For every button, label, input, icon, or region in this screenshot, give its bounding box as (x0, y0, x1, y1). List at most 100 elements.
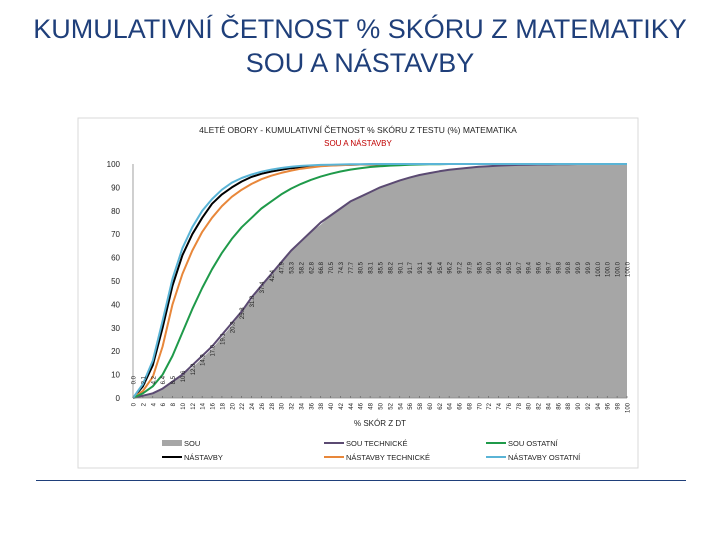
data-label: 99.6 (537, 261, 543, 273)
x-tick-label: 88 (566, 402, 572, 409)
x-tick-label: 0 (132, 402, 138, 406)
x-tick-label: 94 (596, 402, 602, 409)
data-label: 58.2 (299, 261, 305, 273)
x-tick-label: 50 (379, 402, 385, 409)
x-tick-label: 76 (507, 402, 513, 409)
x-tick-label: 2 (141, 402, 147, 406)
x-tick-label: 72 (487, 402, 493, 409)
x-tick-label: 74 (497, 402, 503, 409)
x-tick-label: 66 (458, 402, 464, 409)
data-label: 77.7 (349, 261, 355, 273)
data-label: 99.0 (487, 261, 493, 273)
x-tick-label: 8 (171, 402, 177, 406)
data-label: 12.8 (191, 363, 197, 375)
x-tick-label: 58 (418, 402, 424, 409)
data-label: 2.1 (141, 375, 147, 384)
data-label: 95.4 (438, 261, 444, 273)
data-label: 53.3 (290, 261, 296, 273)
x-tick-label: 32 (290, 402, 296, 409)
x-tick-label: 52 (388, 402, 394, 409)
data-label: 17.0 (211, 344, 217, 356)
data-label: 74.3 (339, 261, 345, 273)
footer-divider (36, 480, 686, 481)
x-tick-label: 70 (477, 402, 483, 409)
data-label: 0.0 (132, 375, 138, 384)
data-label: 99.5 (507, 261, 513, 273)
data-label: 94.4 (428, 261, 434, 273)
x-tick-label: 60 (428, 402, 434, 409)
x-tick-label: 86 (556, 402, 562, 409)
data-label: 97.2 (458, 261, 464, 273)
data-label: 85.5 (379, 261, 385, 273)
slide-title: KUMULATIVNÍ ČETNOST % SKÓRU Z MATEMATIKY… (0, 12, 720, 80)
x-tick-label: 80 (527, 402, 533, 409)
data-label: 70.5 (329, 261, 335, 273)
data-label: 99.7 (517, 261, 523, 273)
x-tick-label: 62 (438, 402, 444, 409)
y-tick-label: 20 (111, 347, 120, 356)
x-tick-label: 12 (191, 402, 197, 409)
data-label: 8.5 (171, 375, 177, 384)
legend-label: SOU OSTATNÍ (508, 439, 559, 448)
y-tick-label: 30 (111, 324, 120, 333)
data-label: 99.4 (527, 261, 533, 273)
data-label: 99.3 (497, 261, 503, 273)
data-label: 6.4 (161, 375, 167, 384)
data-label: 100.0 (596, 261, 602, 277)
data-label: 10.6 (181, 370, 187, 382)
chart-title: 4LETÉ OBORY - KUMULATIVNÍ ČETNOST % SKÓR… (199, 125, 517, 135)
legend-label: NÁSTAVBY TECHNICKÉ (346, 453, 430, 462)
legend-swatch (162, 440, 182, 446)
data-label: 37.4 (260, 281, 266, 293)
x-tick-label: 96 (606, 402, 612, 409)
data-label: 91.7 (408, 261, 414, 273)
x-tick-label: 54 (398, 402, 404, 409)
legend-label: SOU TECHNICKÉ (346, 439, 408, 448)
x-tick-label: 82 (537, 402, 543, 409)
x-tick-label: 4 (151, 402, 157, 406)
x-tick-label: 92 (586, 402, 592, 409)
x-tick-label: 22 (240, 402, 246, 409)
x-tick-label: 14 (201, 402, 207, 409)
data-label: 47.9 (280, 261, 286, 273)
legend-label: SOU (184, 439, 200, 448)
series-line-5 (132, 163, 627, 399)
y-tick-label: 50 (111, 277, 120, 286)
data-label: 99.8 (566, 261, 572, 273)
x-tick-label: 16 (211, 402, 217, 409)
data-label: 83.1 (369, 261, 375, 273)
data-label: 99.7 (546, 261, 552, 273)
data-label: 100.0 (626, 261, 632, 277)
x-tick-label: 98 (616, 402, 622, 409)
x-tick-label: 38 (319, 402, 325, 409)
data-label: 98.5 (477, 261, 483, 273)
y-tick-label: 100 (107, 160, 121, 169)
slide-title-line-1: KUMULATIVNÍ ČETNOST % SKÓRU Z MATEMATIKY (33, 14, 687, 44)
legend-label: NÁSTAVBY (184, 453, 223, 462)
x-tick-label: 90 (576, 402, 582, 409)
x-tick-label: 48 (369, 402, 375, 409)
x-tick-label: 40 (329, 402, 335, 409)
x-tick-label: 18 (220, 402, 226, 409)
y-tick-label: 70 (111, 230, 120, 239)
y-tick-label: 40 (111, 300, 120, 309)
data-label: 19.1 (220, 333, 226, 345)
x-tick-label: 84 (546, 402, 552, 409)
chart-subtitle: SOU A NÁSTAVBY (324, 139, 392, 148)
data-label: 42.4 (270, 269, 276, 281)
data-label: 20.8 (230, 321, 236, 333)
data-label: 66.8 (319, 261, 325, 273)
y-tick-label: 90 (111, 183, 120, 192)
x-tick-label: 34 (299, 402, 305, 409)
y-tick-label: 80 (111, 207, 120, 216)
data-label: 90.1 (398, 261, 404, 273)
data-label: 31.8 (250, 295, 256, 307)
x-tick-label: 36 (309, 402, 315, 409)
x-axis-label: % SKÓR Z DT (354, 419, 406, 428)
data-label: 96.2 (448, 261, 454, 273)
x-tick-label: 46 (359, 402, 365, 409)
x-tick-label: 10 (181, 402, 187, 409)
data-label: 100.0 (616, 261, 622, 277)
